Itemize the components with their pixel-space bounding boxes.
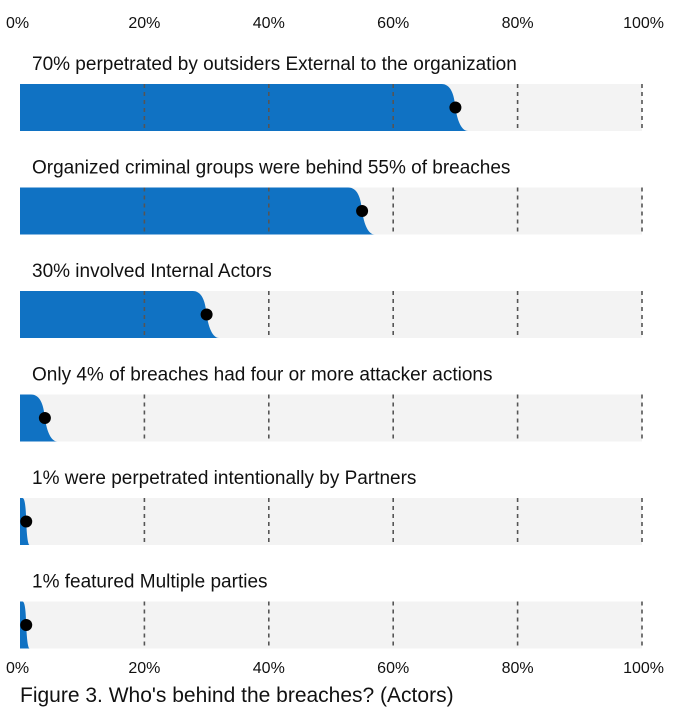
bar-row-3: 30% involved Internal Actors	[20, 261, 643, 338]
tick-label-bottom-40: 40%	[253, 660, 285, 677]
tick-label-top-0: 0%	[6, 15, 29, 32]
bar-row-4: Only 4% of breaches had four or more att…	[20, 365, 643, 442]
bar-track	[20, 498, 642, 545]
bar-chart: 0% 20% 40% 60% 80% 100% 0% 20% 40% 60% 80% 100% 70% …	[6, 15, 664, 677]
value-marker	[356, 205, 369, 217]
tick-label-top-80: 80%	[502, 15, 534, 32]
bar-label: 30% involved Internal Actors	[32, 261, 272, 282]
tick-label-top-100: 100%	[623, 15, 664, 32]
bar-row-1: 70% perpetrated by outsiders External to…	[20, 54, 643, 131]
bar	[20, 291, 220, 338]
tick-label-bottom-20: 20%	[128, 660, 160, 677]
value-marker	[20, 515, 33, 528]
tick-label-bottom-100: 100%	[623, 660, 664, 677]
figure-caption: Figure 3. Who's behind the breaches? (Ac…	[20, 684, 454, 707]
tick-label-top-60: 60%	[377, 15, 409, 32]
tick-label-bottom-60: 60%	[377, 660, 409, 677]
tick-label-top-40: 40%	[253, 15, 285, 32]
value-marker	[200, 308, 213, 321]
bar-label: Only 4% of breaches had four or more att…	[32, 365, 492, 386]
value-marker	[20, 619, 33, 631]
bar-track	[20, 394, 642, 442]
bar-label: 1% featured Multiple parties	[32, 572, 268, 593]
bar-track	[20, 601, 642, 649]
bar	[20, 84, 468, 131]
bar-label: 1% were perpetrated intentionally by Par…	[32, 468, 416, 489]
tick-label-bottom-80: 80%	[502, 660, 534, 677]
tick-label-bottom-0: 0%	[6, 660, 29, 677]
value-marker	[449, 101, 462, 114]
bar-row-5: 1% were perpetrated intentionally by Par…	[20, 468, 643, 545]
bar-row-2: Organized criminal groups were behind 55…	[20, 158, 643, 235]
value-marker	[38, 412, 51, 424]
bar-label: 70% perpetrated by outsiders External to…	[32, 54, 517, 75]
tick-label-top-20: 20%	[128, 15, 160, 32]
bar-label: Organized criminal groups were behind 55…	[32, 158, 510, 179]
bar	[20, 187, 375, 235]
bar-row-6: 1% featured Multiple parties	[20, 572, 643, 649]
bar	[20, 394, 58, 442]
